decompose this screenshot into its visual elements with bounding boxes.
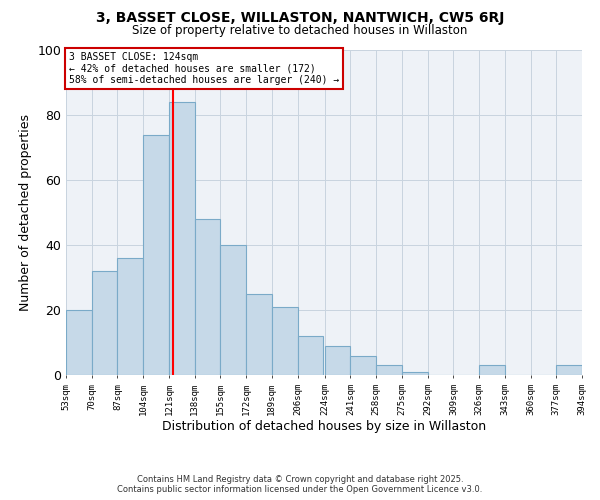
Text: 3, BASSET CLOSE, WILLASTON, NANTWICH, CW5 6RJ: 3, BASSET CLOSE, WILLASTON, NANTWICH, CW… [96, 11, 504, 25]
Text: Size of property relative to detached houses in Willaston: Size of property relative to detached ho… [133, 24, 467, 37]
Bar [325, 346, 350, 375]
Bar [92, 271, 118, 375]
Bar [220, 245, 246, 375]
Bar [246, 294, 272, 375]
Text: Contains HM Land Registry data © Crown copyright and database right 2025.
Contai: Contains HM Land Registry data © Crown c… [118, 474, 482, 494]
Bar [143, 134, 169, 375]
Bar [479, 365, 505, 375]
Bar [376, 365, 402, 375]
Bar [402, 372, 428, 375]
Bar [556, 365, 582, 375]
Text: 3 BASSET CLOSE: 124sqm
← 42% of detached houses are smaller (172)
58% of semi-de: 3 BASSET CLOSE: 124sqm ← 42% of detached… [69, 52, 339, 85]
Bar [66, 310, 92, 375]
Bar [169, 102, 194, 375]
Bar [350, 356, 376, 375]
Bar [272, 306, 298, 375]
Bar [118, 258, 143, 375]
Bar [194, 219, 220, 375]
Y-axis label: Number of detached properties: Number of detached properties [19, 114, 32, 311]
Bar [298, 336, 323, 375]
X-axis label: Distribution of detached houses by size in Willaston: Distribution of detached houses by size … [162, 420, 486, 434]
